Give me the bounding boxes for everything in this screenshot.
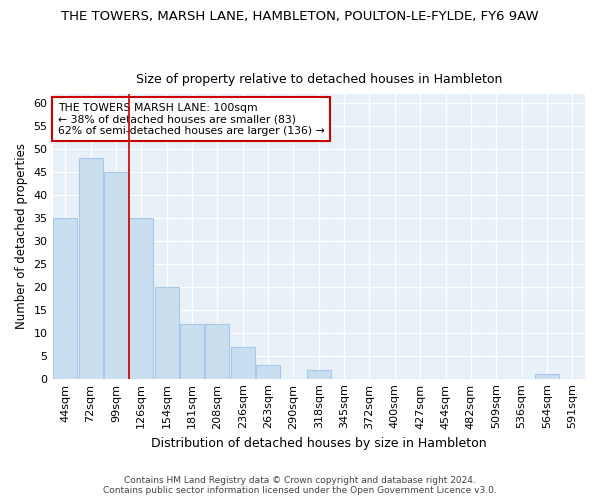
Bar <box>180 324 204 378</box>
Bar <box>155 287 179 378</box>
Bar <box>256 365 280 378</box>
Bar <box>535 374 559 378</box>
Bar <box>307 370 331 378</box>
Title: Size of property relative to detached houses in Hambleton: Size of property relative to detached ho… <box>136 73 502 86</box>
X-axis label: Distribution of detached houses by size in Hambleton: Distribution of detached houses by size … <box>151 437 487 450</box>
Bar <box>129 218 154 378</box>
Bar <box>230 346 255 378</box>
Bar <box>104 172 128 378</box>
Text: Contains HM Land Registry data © Crown copyright and database right 2024.
Contai: Contains HM Land Registry data © Crown c… <box>103 476 497 495</box>
Y-axis label: Number of detached properties: Number of detached properties <box>15 144 28 330</box>
Bar <box>205 324 229 378</box>
Bar <box>79 158 103 378</box>
Text: THE TOWERS MARSH LANE: 100sqm
← 38% of detached houses are smaller (83)
62% of s: THE TOWERS MARSH LANE: 100sqm ← 38% of d… <box>58 102 325 136</box>
Text: THE TOWERS, MARSH LANE, HAMBLETON, POULTON-LE-FYLDE, FY6 9AW: THE TOWERS, MARSH LANE, HAMBLETON, POULT… <box>61 10 539 23</box>
Bar <box>53 218 77 378</box>
